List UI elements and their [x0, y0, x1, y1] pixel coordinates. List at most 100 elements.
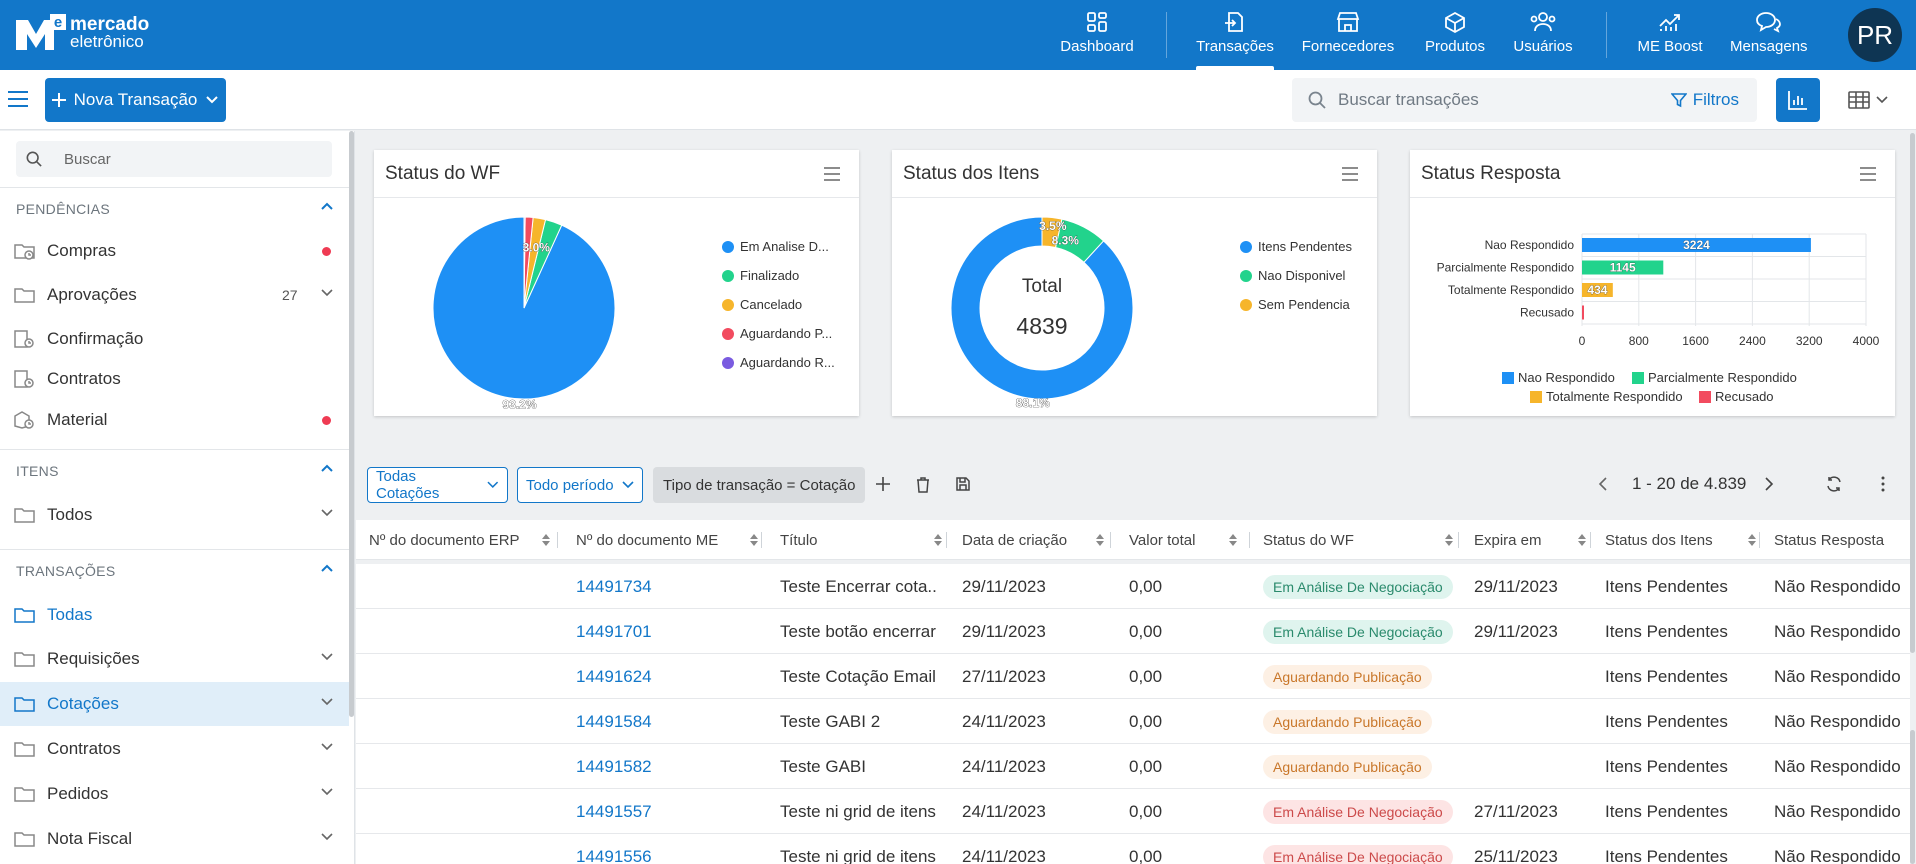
- legend-label[interactable]: Parcialmente Respondido: [1648, 370, 1797, 385]
- chevron-down-icon[interactable]: [320, 508, 334, 518]
- cell-doc-me[interactable]: 14491584: [576, 711, 652, 731]
- column-header-titulo[interactable]: Título: [780, 520, 950, 560]
- chevron-down-icon[interactable]: [320, 787, 334, 797]
- chart-view-toggle[interactable]: [1776, 78, 1820, 122]
- cell-doc-me[interactable]: 14491582: [576, 756, 652, 776]
- pie-slice[interactable]: [1041, 216, 1063, 249]
- legend-item[interactable]: Aguardando R...: [722, 348, 835, 377]
- chevron-right-icon[interactable]: [1764, 477, 1774, 491]
- cell-doc-me[interactable]: 14491624: [576, 666, 652, 686]
- sidebar-item-pedidos[interactable]: Pedidos: [0, 772, 349, 816]
- column-header-itens[interactable]: Status dos Itens: [1605, 520, 1765, 560]
- legend-label[interactable]: Nao Respondido: [1518, 370, 1615, 385]
- legend-item[interactable]: Nao Disponivel: [1240, 261, 1352, 290]
- nav-produtos[interactable]: Produtos: [1420, 0, 1490, 70]
- nav-transacoes[interactable]: Transações: [1196, 0, 1274, 70]
- sidebar-item-contratos-pend[interactable]: Contratos: [0, 357, 349, 401]
- sidebar-item-aprovacoes[interactable]: Aprovações 27: [0, 273, 349, 317]
- legend-item[interactable]: Aguardando P...: [722, 319, 835, 348]
- chevron-down-icon[interactable]: [320, 288, 334, 298]
- sidebar-item-contratos[interactable]: Contratos: [0, 727, 349, 771]
- column-header-expira[interactable]: Expira em: [1474, 520, 1594, 560]
- chevron-left-icon[interactable]: [1598, 477, 1608, 491]
- active-filter-tag[interactable]: Tipo de transação = Cotação: [653, 467, 866, 503]
- column-header-me[interactable]: Nº do documento ME: [576, 520, 766, 560]
- sort-icon[interactable]: [1445, 534, 1453, 546]
- column-header-valor[interactable]: Valor total: [1129, 520, 1257, 560]
- refresh-icon[interactable]: [1826, 476, 1842, 492]
- cell-doc-me[interactable]: 14491556: [576, 846, 652, 864]
- legend-item[interactable]: Sem Pendencia: [1240, 290, 1352, 319]
- sidebar-item-nota-fiscal[interactable]: Nota Fiscal: [0, 817, 349, 861]
- user-avatar[interactable]: PR: [1848, 8, 1902, 62]
- bar[interactable]: [1582, 260, 1664, 275]
- section-transacoes[interactable]: TRANSAÇÕES: [16, 563, 334, 583]
- sort-icon[interactable]: [1229, 534, 1237, 546]
- chevron-down-icon[interactable]: [320, 742, 334, 752]
- chevron-down-icon[interactable]: [320, 652, 334, 662]
- sort-icon[interactable]: [1578, 534, 1586, 546]
- cell-doc-me[interactable]: 14491701: [576, 621, 652, 641]
- sidebar-item-itens-todos[interactable]: Todos: [0, 493, 349, 537]
- nav-dashboard[interactable]: Dashboard: [1058, 0, 1136, 70]
- table-row[interactable]: 14491584 Teste GABI 2 24/11/2023 0,00 Aguard…: [356, 699, 1910, 744]
- card-menu-icon[interactable]: [823, 167, 841, 181]
- new-transaction-button[interactable]: Nova Transação: [45, 78, 226, 122]
- section-pendencias[interactable]: PENDÊNCIAS: [16, 201, 334, 221]
- table-row[interactable]: 14491701 Teste botão encerrar 29/11/2023 0,…: [356, 609, 1910, 654]
- card-menu-icon[interactable]: [1859, 167, 1877, 181]
- period-filter-dropdown[interactable]: Todo período: [517, 467, 643, 503]
- legend-item[interactable]: Itens Pendentes: [1240, 232, 1352, 261]
- chevron-down-icon[interactable]: [320, 832, 334, 842]
- legend-label[interactable]: Totalmente Respondido: [1546, 389, 1683, 404]
- bar[interactable]: [1582, 283, 1613, 297]
- table-row[interactable]: 14491624 Teste Cotação Email 27/11/2023 0,0…: [356, 654, 1910, 699]
- column-header-resposta[interactable]: Status Resposta: [1774, 531, 1885, 549]
- table-row[interactable]: 14491582 Teste GABI 24/11/2023 0,00 Aguardan…: [356, 744, 1910, 789]
- nav-me-boost[interactable]: ME Boost: [1636, 0, 1704, 70]
- sidebar-item-compras[interactable]: Compras: [0, 229, 349, 273]
- sort-icon[interactable]: [934, 534, 942, 546]
- legend-item[interactable]: Cancelado: [722, 290, 835, 319]
- legend-swatch[interactable]: [1502, 372, 1514, 384]
- pie-slice[interactable]: [950, 216, 1134, 400]
- grid-view-toggle[interactable]: [1848, 86, 1896, 114]
- nav-mensagens[interactable]: Mensagens: [1730, 0, 1808, 70]
- sidebar-item-cotacoes[interactable]: Cotações: [0, 682, 349, 726]
- sort-icon[interactable]: [750, 534, 758, 546]
- page-scrollbar[interactable]: [1910, 133, 1915, 653]
- sidebar-item-material[interactable]: Material: [0, 398, 349, 442]
- nav-fornecedores[interactable]: Fornecedores: [1300, 0, 1396, 70]
- legend-item[interactable]: Finalizado: [722, 261, 835, 290]
- sidebar-item-requisicoes[interactable]: Requisições: [0, 637, 349, 681]
- legend-swatch[interactable]: [1530, 391, 1542, 403]
- legend-swatch[interactable]: [1699, 391, 1711, 403]
- filters-button[interactable]: Filtros: [1670, 90, 1739, 110]
- more-options-icon[interactable]: [1881, 476, 1885, 492]
- cell-doc-me[interactable]: 14491557: [576, 801, 652, 821]
- quote-filter-dropdown[interactable]: Todas Cotações: [367, 467, 508, 503]
- chevron-down-icon[interactable]: [320, 697, 334, 707]
- legend-swatch[interactable]: [1632, 372, 1644, 384]
- column-header-erp[interactable]: Nº do documento ERP: [369, 520, 561, 560]
- sort-icon[interactable]: [542, 534, 550, 546]
- sidebar-search-input[interactable]: Buscar: [16, 141, 332, 177]
- save-filter-icon[interactable]: [956, 477, 970, 491]
- trash-icon[interactable]: [916, 477, 930, 493]
- add-filter-icon[interactable]: [876, 477, 890, 491]
- sidebar-scrollbar[interactable]: [349, 131, 354, 717]
- bar[interactable]: [1582, 305, 1584, 320]
- card-menu-icon[interactable]: [1341, 167, 1359, 181]
- brand-logo[interactable]: e mercado eletrônico: [14, 14, 149, 52]
- column-header-wf[interactable]: Status do WF: [1263, 520, 1463, 560]
- hamburger-menu-icon[interactable]: [6, 88, 30, 110]
- transaction-search-input[interactable]: Buscar transações Filtros: [1292, 78, 1757, 122]
- table-scrollbar[interactable]: [1910, 730, 1915, 864]
- table-row[interactable]: 14491556 Teste ni grid de itens 24/11/2023…: [356, 834, 1910, 864]
- sort-icon[interactable]: [1748, 534, 1756, 546]
- pie-slice[interactable]: [523, 216, 526, 309]
- section-itens[interactable]: ITENS: [16, 463, 334, 483]
- column-header-data[interactable]: Data de criação: [962, 520, 1112, 560]
- table-row[interactable]: 14491734 Teste Encerrar cota... 29/11/2023…: [356, 564, 1910, 609]
- nav-usuarios[interactable]: Usuários: [1510, 0, 1576, 70]
